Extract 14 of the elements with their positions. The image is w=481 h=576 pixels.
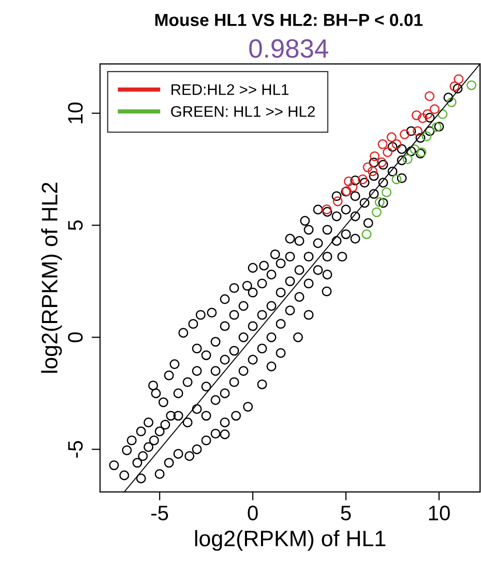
- legend-label: GREEN: HL1 >> HL2: [171, 106, 315, 117]
- y-tick-label: 10: [68, 102, 83, 124]
- y-tick-label: 5: [68, 220, 83, 230]
- x-axis-title: log2(RPKM) of HL1: [195, 530, 386, 551]
- y-tick-label: -5: [68, 440, 83, 458]
- chart-title: Mouse HL1 VS HL2: BH−P < 0.01: [155, 14, 423, 26]
- y-axis-title: log2(RPKM) of HL2: [41, 182, 62, 373]
- x-tick-label: 5: [340, 506, 351, 520]
- legend-label: RED:HL2 >> HL1: [172, 84, 288, 95]
- chart-subtitle: 0.9834: [249, 39, 328, 58]
- x-tick-label: -5: [151, 506, 168, 520]
- x-tick-label: 10: [429, 506, 450, 520]
- x-tick-label: 0: [248, 506, 258, 520]
- y-tick-label: 0: [68, 332, 83, 342]
